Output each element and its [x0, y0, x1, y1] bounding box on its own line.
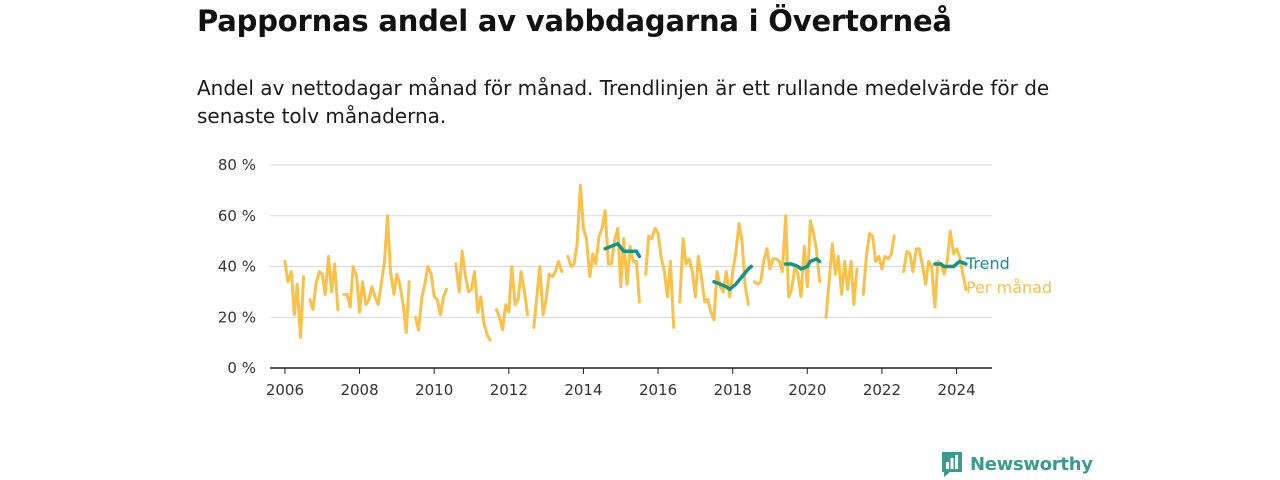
- per-manad-line-segment: [566, 183, 641, 304]
- line-chart: 0 % 20 % 40 % 60 % 80 % 2006 2008 2010 2012 2014…: [218, 156, 1052, 399]
- y-tick-label: 40 %: [218, 258, 256, 276]
- x-tick-label: 2018: [714, 381, 752, 399]
- per-manad-line-segment: [902, 229, 968, 309]
- per-manad-line-segment: [342, 214, 411, 334]
- per-manad-line-segment: [752, 214, 822, 299]
- per-manad-line-segment: [454, 249, 492, 342]
- legend-label-trend: Trend: [965, 254, 1010, 273]
- x-tick-label: 2024: [937, 381, 975, 399]
- x-tick-label: 2006: [266, 381, 304, 399]
- y-tick-label: 0 %: [227, 359, 256, 377]
- per-manad-line-segment: [283, 259, 306, 340]
- x-tick-label: 2010: [415, 381, 453, 399]
- x-tick-label: 2014: [564, 381, 602, 399]
- legend-label-per-manad: Per månad: [966, 278, 1052, 297]
- per-manad-line-segment: [308, 254, 340, 312]
- y-tick-label: 80 %: [218, 156, 256, 174]
- chart-title: Pappornas andel av vabbdagarna i Övertor…: [197, 4, 952, 38]
- x-tick-label: 2022: [863, 381, 901, 399]
- x-tick-label: 2020: [788, 381, 826, 399]
- x-tick-label: 2012: [490, 381, 528, 399]
- legend: Trend Per månad: [965, 254, 1052, 297]
- newsworthy-logo-text: Newsworthy: [970, 453, 1093, 475]
- x-tick-label: 2016: [639, 381, 677, 399]
- x-axis: 2006 2008 2010 2012 2014 2016 2018 2020 2022 2024: [266, 367, 992, 399]
- series-per-manad: [283, 183, 968, 342]
- per-manad-line-segment: [644, 226, 676, 329]
- trend-line-segment: [783, 257, 822, 271]
- per-manad-line-segment: [861, 232, 896, 296]
- per-manad-line-segment: [495, 265, 529, 332]
- newsworthy-logo: Newsworthy: [940, 450, 1093, 478]
- per-manad-line-segment: [678, 221, 750, 322]
- series-trend: [603, 241, 968, 292]
- chart-subtitle: Andel av nettodagar månad för månad. Tre…: [197, 76, 1050, 128]
- newsworthy-logo-icon: [942, 452, 962, 477]
- trend-line-segment: [933, 259, 968, 269]
- y-axis-tick-labels: 0 % 20 % 40 % 60 % 80 %: [218, 156, 256, 377]
- y-tick-label: 20 %: [218, 308, 256, 326]
- per-manad-line-segment: [824, 242, 859, 319]
- trend-line-segment: [712, 264, 754, 292]
- y-tick-label: 60 %: [218, 207, 256, 225]
- per-manad-line-segment: [532, 259, 564, 329]
- trend-line-segment: [603, 241, 642, 259]
- x-tick-label: 2008: [340, 381, 378, 399]
- per-manad-line-segment: [414, 265, 448, 332]
